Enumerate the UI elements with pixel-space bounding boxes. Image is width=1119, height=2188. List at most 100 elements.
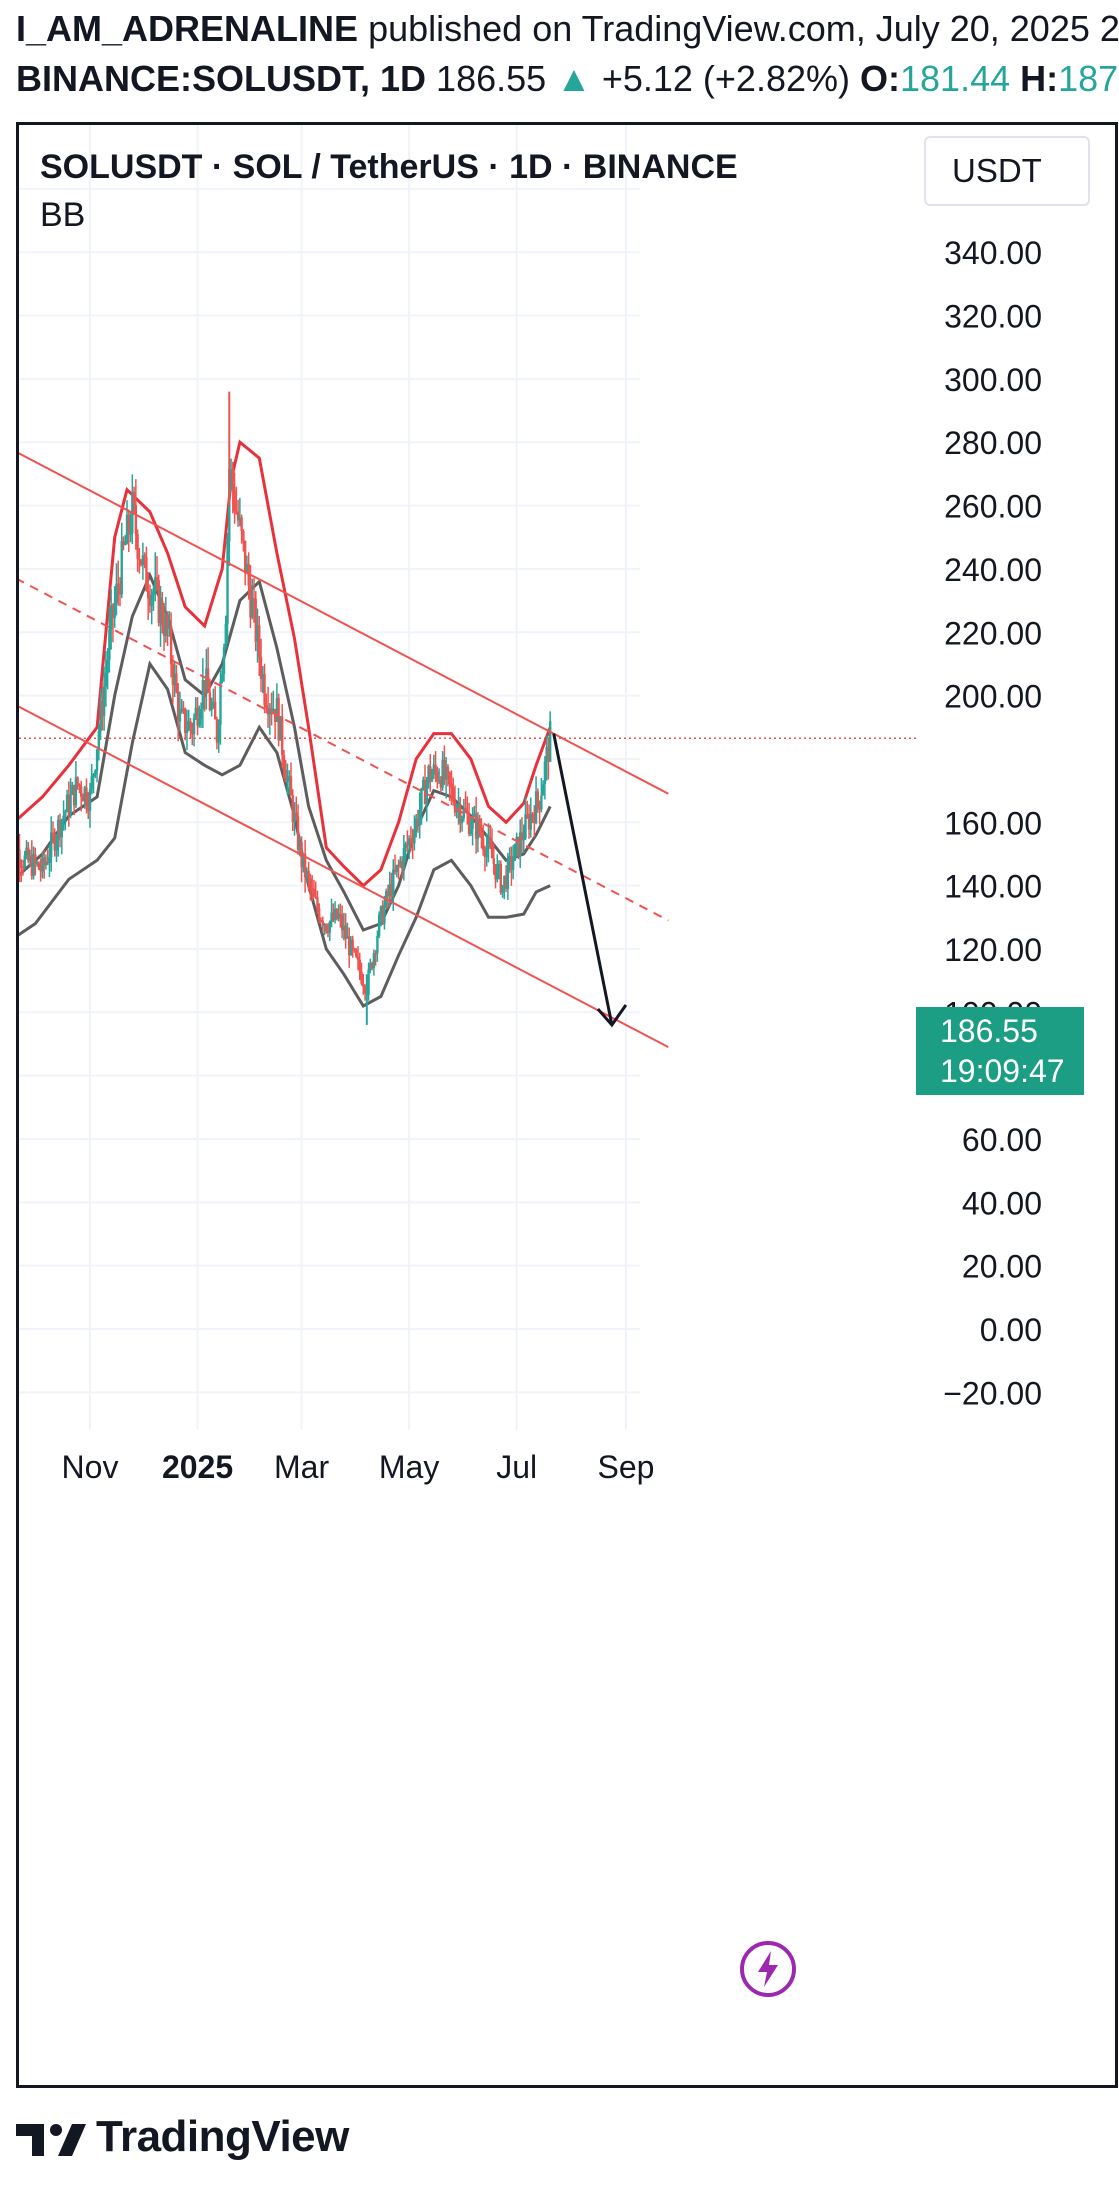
open-label: O: bbox=[860, 58, 901, 99]
candle-body bbox=[240, 517, 243, 532]
candle-body bbox=[65, 794, 69, 812]
channel-lower-line bbox=[19, 705, 669, 1049]
candle-body bbox=[543, 761, 547, 785]
candle-body bbox=[316, 897, 319, 909]
candle-body bbox=[501, 885, 504, 893]
candle-body bbox=[367, 969, 370, 995]
candle-body bbox=[483, 850, 487, 858]
y-tick-label: 280.00 bbox=[944, 425, 1042, 461]
candle-body bbox=[427, 766, 430, 783]
candle-body bbox=[490, 845, 494, 859]
high-value: 187.29 bbox=[1058, 58, 1119, 99]
candle-body bbox=[87, 805, 90, 811]
candle-body bbox=[369, 963, 372, 970]
candle-body bbox=[323, 924, 326, 926]
candle-body bbox=[476, 818, 480, 839]
candle-body bbox=[185, 730, 189, 733]
candle-body bbox=[30, 855, 34, 876]
candle-body bbox=[182, 708, 185, 711]
candle-body bbox=[109, 605, 113, 630]
candle-body bbox=[510, 856, 513, 870]
candle-body bbox=[83, 787, 86, 802]
candle-body bbox=[390, 884, 393, 897]
candle-body bbox=[41, 857, 44, 872]
candle-body bbox=[85, 787, 88, 806]
candle-body bbox=[180, 708, 183, 712]
bb-upper-band bbox=[19, 439, 552, 888]
chart-frame[interactable]: 360.00340.00320.00300.00280.00260.00240.… bbox=[16, 122, 1118, 2088]
tradingview-logo-icon[interactable] bbox=[14, 2110, 94, 2170]
last-price: 186.55 bbox=[436, 58, 547, 99]
candle-body bbox=[434, 764, 437, 772]
candle-body bbox=[450, 784, 453, 788]
candle-body bbox=[194, 707, 197, 718]
y-tick-label: −20.00 bbox=[943, 1375, 1042, 1411]
candle-body bbox=[513, 843, 517, 861]
candle-body bbox=[296, 816, 300, 850]
candle-body bbox=[79, 786, 83, 797]
candle-body bbox=[517, 836, 520, 857]
candle-body bbox=[39, 869, 42, 872]
candle-body bbox=[20, 866, 23, 868]
candle-body bbox=[154, 577, 157, 592]
arrow-up-icon: ▲ bbox=[556, 58, 592, 99]
candle-body bbox=[150, 594, 153, 606]
candle-body bbox=[233, 490, 236, 512]
candle-body bbox=[473, 813, 476, 817]
candle-body bbox=[538, 801, 541, 810]
price-tag-value: 186.55 bbox=[940, 1013, 1038, 1049]
candle-body bbox=[441, 759, 444, 788]
candle-body bbox=[280, 716, 284, 755]
candle-body bbox=[467, 813, 471, 834]
candle-body bbox=[545, 747, 548, 762]
candle-body bbox=[270, 708, 273, 712]
candle-body bbox=[533, 815, 536, 824]
candle-body bbox=[224, 623, 227, 648]
candle-body bbox=[192, 717, 196, 735]
candle-body bbox=[265, 704, 268, 709]
candle-body bbox=[526, 814, 529, 816]
candle-body bbox=[332, 912, 335, 920]
author-name[interactable]: I_AM_ADRENALINE bbox=[16, 8, 359, 49]
candle-body bbox=[480, 833, 483, 839]
candle-body bbox=[173, 673, 176, 686]
currency-button[interactable]: USDT bbox=[924, 136, 1090, 206]
lightning-icon[interactable] bbox=[738, 1939, 798, 1999]
candle-body bbox=[298, 841, 302, 850]
candle-body bbox=[351, 939, 354, 949]
candle-body bbox=[215, 719, 219, 743]
candle-body bbox=[272, 708, 275, 712]
candle-body bbox=[453, 801, 457, 813]
candle-body bbox=[452, 787, 455, 802]
candle-body bbox=[143, 555, 146, 558]
candle-body bbox=[494, 864, 497, 880]
candle-body bbox=[106, 659, 109, 674]
candle-body bbox=[393, 869, 397, 872]
candle-body bbox=[376, 936, 379, 954]
candle-body bbox=[51, 832, 55, 835]
candle-body bbox=[485, 847, 488, 858]
y-tick-label: 200.00 bbox=[944, 679, 1042, 715]
candle-body bbox=[406, 843, 409, 846]
y-tick-label: 220.00 bbox=[944, 615, 1042, 651]
y-tick-label: 260.00 bbox=[944, 489, 1042, 525]
candle-body bbox=[422, 779, 425, 789]
indicator-legend-bb[interactable]: BB bbox=[40, 196, 86, 234]
candle-body bbox=[407, 838, 411, 845]
candle-body bbox=[411, 841, 414, 844]
candle-body bbox=[125, 514, 129, 544]
candle-body bbox=[58, 819, 62, 838]
candle-body bbox=[522, 838, 525, 841]
candle-body bbox=[288, 776, 291, 778]
candle-body bbox=[309, 878, 312, 889]
candle-body bbox=[443, 759, 446, 780]
chart-canvas[interactable]: 360.00340.00320.00300.00280.00260.00240.… bbox=[19, 125, 1115, 2085]
candle-body bbox=[540, 795, 543, 810]
candle-body bbox=[321, 920, 324, 926]
candle-body bbox=[355, 949, 358, 957]
candle-body bbox=[249, 585, 252, 618]
candle-body bbox=[166, 614, 169, 629]
candle-body bbox=[171, 664, 175, 686]
candle-body bbox=[404, 843, 407, 849]
candle-body bbox=[229, 469, 233, 471]
